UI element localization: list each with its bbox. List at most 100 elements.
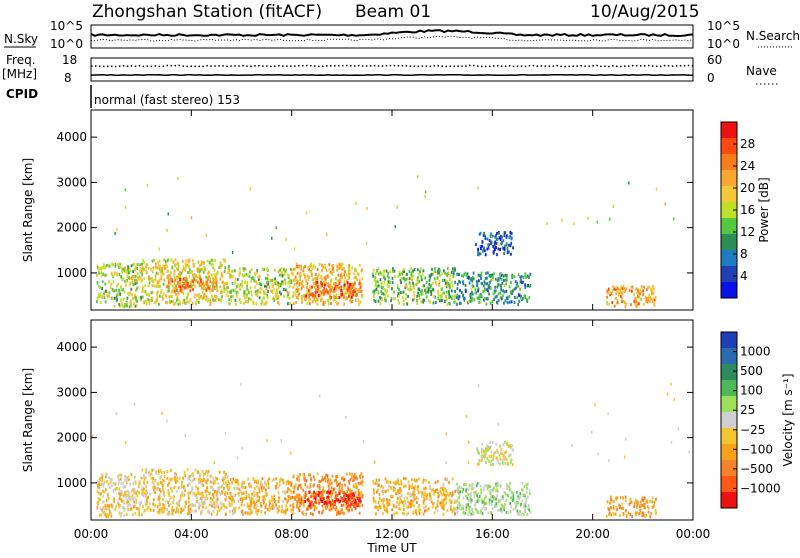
heatmap-cell	[465, 494, 467, 498]
heatmap-cell	[162, 503, 165, 507]
heatmap-cell	[333, 502, 336, 506]
heatmap-cell	[180, 287, 183, 291]
heatmap-cell	[195, 300, 198, 304]
heatmap-cell	[203, 286, 205, 290]
heatmap-cell	[476, 296, 479, 300]
heatmap-cell	[316, 280, 319, 284]
heatmap-cell	[606, 289, 609, 293]
heatmap-cell	[316, 484, 319, 488]
heatmap-cell	[283, 268, 285, 272]
heatmap-cell	[298, 484, 300, 488]
heatmap-cell	[517, 501, 519, 505]
heatmap-cell	[287, 293, 289, 297]
heatmap-cell	[450, 280, 453, 284]
heatmap-cell	[117, 263, 119, 266]
heatmap-cell	[372, 481, 375, 485]
heatmap-cell	[160, 475, 162, 478]
heatmap-cell	[328, 302, 330, 306]
heatmap-cell	[124, 266, 126, 270]
heatmap-cell	[386, 284, 389, 288]
heatmap-cell	[134, 293, 136, 297]
heatmap-cell	[195, 302, 197, 306]
heatmap-cell	[264, 284, 266, 288]
heatmap-cell	[321, 511, 323, 515]
heatmap-cell	[184, 434, 186, 438]
heatmap-cell	[230, 299, 233, 303]
heatmap-cell	[170, 469, 172, 473]
heatmap-cell	[387, 488, 390, 492]
heatmap-cell	[410, 287, 413, 291]
heatmap-cell	[651, 500, 654, 504]
heatmap-cell	[202, 296, 205, 300]
heatmap-cell	[177, 177, 179, 180]
heatmap-cell	[430, 500, 433, 504]
heatmap-cell	[486, 447, 489, 451]
heatmap-cell	[127, 291, 130, 295]
heatmap-cell	[485, 302, 488, 306]
heatmap-cell	[428, 278, 431, 282]
heatmap-cell	[298, 509, 301, 512]
heatmap-cell	[456, 482, 458, 486]
heatmap-cell	[214, 476, 217, 480]
heatmap-cell	[430, 273, 432, 277]
heatmap-cell	[122, 485, 125, 489]
heatmap-cell	[374, 460, 376, 464]
heatmap-cell	[128, 283, 131, 287]
heatmap-cell	[622, 506, 625, 510]
heatmap-cell	[457, 490, 459, 494]
heatmap-cell	[630, 285, 633, 289]
heatmap-cell	[205, 480, 208, 484]
heatmap-cell	[523, 493, 526, 497]
heatmap-cell	[118, 473, 121, 477]
heatmap-cell	[517, 284, 520, 288]
heatmap-cell	[179, 288, 182, 292]
heatmap-cell	[375, 481, 378, 485]
heatmap-cell	[345, 504, 348, 507]
heatmap-cell	[465, 508, 468, 512]
heatmap-cell	[446, 267, 449, 271]
heatmap-cell	[385, 269, 388, 273]
heatmap-cell	[239, 301, 242, 304]
heatmap-cell	[462, 282, 465, 286]
heatmap-cell	[420, 275, 423, 279]
heatmap-cell	[159, 270, 162, 274]
heatmap-cell	[249, 503, 252, 507]
heatmap-cell	[312, 513, 314, 516]
heatmap-cell	[219, 501, 222, 505]
heatmap-cell	[250, 268, 253, 271]
heatmap-cell	[125, 512, 128, 516]
heatmap-cell	[399, 272, 402, 276]
heatmap-cell	[495, 482, 497, 486]
heatmap-cell	[187, 507, 190, 511]
heatmap-cell	[497, 283, 500, 287]
heatmap-cell	[412, 290, 415, 294]
heatmap-cell	[246, 505, 249, 509]
heatmap-cell	[651, 300, 654, 304]
heatmap-cell	[123, 501, 125, 505]
heatmap-cell	[655, 512, 657, 515]
heatmap-cell	[366, 207, 368, 210]
heatmap-cell	[349, 283, 351, 286]
heatmap-cell	[451, 510, 454, 513]
heatmap-cell	[327, 290, 329, 294]
heatmap-cell	[185, 502, 187, 505]
heatmap-cell	[455, 302, 458, 306]
heatmap-cell	[471, 482, 474, 486]
heatmap-cell	[129, 482, 132, 486]
heatmap-cell	[180, 494, 182, 497]
heatmap-cell	[438, 279, 441, 283]
heatmap-cell	[242, 267, 245, 271]
heatmap-cell	[340, 263, 343, 267]
heatmap-cell	[125, 279, 128, 283]
heatmap-cell	[327, 285, 330, 288]
heatmap-cell	[635, 500, 638, 504]
heatmap-cell	[425, 295, 428, 299]
heatmap-cell	[402, 276, 405, 280]
velocity-colorbar-label: Velocity [m s⁻¹]	[781, 373, 795, 466]
heatmap-cell	[330, 494, 333, 498]
heatmap-cell	[423, 495, 425, 499]
heatmap-cell	[174, 480, 177, 484]
heatmap-cell	[612, 285, 615, 289]
heatmap-cell	[228, 268, 231, 272]
heatmap-cell	[141, 295, 144, 299]
